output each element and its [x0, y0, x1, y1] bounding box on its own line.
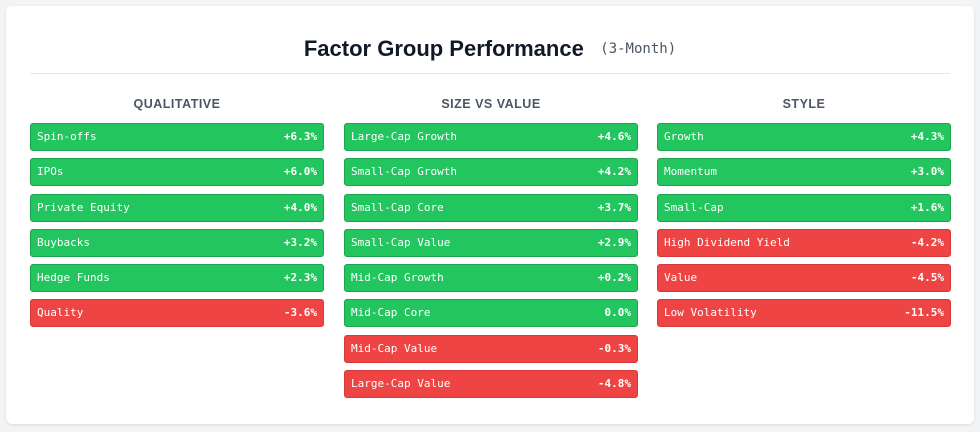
factor-label: Small-Cap Core — [351, 200, 444, 214]
factor-label: Mid-Cap Growth — [351, 271, 444, 285]
group-rows: Growth +4.3% Momentum +3.0% Small-Cap +1.6% Hi… — [657, 123, 951, 328]
group-title: STYLE — [782, 97, 826, 111]
factor-value: +3.0% — [910, 165, 944, 179]
factor-label: Small-Cap Value — [351, 235, 451, 249]
factor-value: +1.6% — [910, 200, 944, 214]
factor-value: +3.7% — [597, 200, 631, 214]
chart-subtitle: (3-Month) — [600, 41, 677, 57]
header-divider — [30, 73, 950, 74]
factor-label: Mid-Cap Value — [351, 341, 438, 355]
factor-value: +4.3% — [910, 130, 944, 143]
factor-label: Mid-Cap Core — [351, 306, 431, 320]
factor-label: Growth — [664, 130, 704, 143]
factor-label: Hedge Funds — [37, 271, 110, 285]
factor-row: Large-Cap Growth +4.6% — [344, 123, 638, 151]
group-rows: Spin-offs +6.3% IPOs +6.0% Private Equity +4.… — [30, 123, 324, 328]
factor-label: Buybacks — [37, 235, 90, 249]
factor-row: Mid-Cap Growth +0.2% — [344, 264, 638, 293]
factor-row: Small-Cap Growth +4.2% — [344, 158, 638, 187]
group-rows: Large-Cap Growth +4.6% Small-Cap Growth +4.… — [344, 123, 638, 399]
factor-value: -0.3% — [597, 341, 631, 355]
factor-row: Spin-offs +6.3% — [30, 123, 324, 151]
factor-label: Small-Cap — [664, 200, 724, 214]
factor-row: Small-Cap Value +2.9% — [344, 228, 638, 257]
factor-label: Momentum — [664, 165, 717, 179]
factor-value: +4.2% — [597, 165, 631, 179]
factor-label: Small-Cap Growth — [351, 165, 457, 179]
factor-row: Buybacks +3.2% — [30, 228, 324, 257]
factor-value: -4.2% — [910, 235, 944, 249]
chart-title: Factor Group Performance — [303, 36, 584, 61]
factor-row: Mid-Cap Value -0.3% — [344, 334, 638, 363]
factor-row: Quality -3.6% — [30, 299, 324, 328]
factor-row: Large-Cap Value -4.8% — [344, 370, 638, 399]
group-title: QUALITATIVE — [133, 97, 221, 111]
factor-value: +4.0% — [283, 200, 317, 214]
factor-label: Spin-offs — [37, 130, 97, 143]
factor-label: Low Volatility — [664, 306, 757, 320]
factor-value: -11.5% — [904, 306, 944, 320]
factor-row: Low Volatility -11.5% — [657, 299, 951, 328]
factor-label: IPOs — [37, 165, 64, 179]
factor-label: High Dividend Yield — [664, 235, 790, 249]
factor-label: Private Equity — [37, 200, 130, 214]
factor-value: +3.2% — [283, 235, 317, 249]
factor-row: Private Equity +4.0% — [30, 193, 324, 222]
factor-label: Quality — [37, 306, 84, 320]
factor-label: Large-Cap Growth — [351, 130, 457, 143]
group-title: SIZE VS VALUE — [441, 97, 541, 111]
factor-row: High Dividend Yield -4.2% — [657, 228, 951, 257]
factor-value: +2.3% — [283, 271, 317, 285]
factor-row: Value -4.5% — [657, 264, 951, 293]
factor-row: Hedge Funds +2.3% — [30, 264, 324, 293]
factor-label: Large-Cap Value — [351, 377, 451, 391]
factor-value: +4.6% — [597, 130, 631, 143]
factor-value: +0.2% — [597, 271, 631, 285]
factor-value: +6.3% — [283, 130, 317, 143]
factor-value: -3.6% — [283, 306, 317, 320]
factor-value: -4.8% — [597, 377, 631, 391]
group-column-style: STYLE Growth +4.3% Momentum +3.0% Small-Cap +… — [657, 96, 951, 335]
factor-row: Mid-Cap Core 0.0% — [344, 299, 638, 328]
factor-row: Small-Cap Core +3.7% — [344, 193, 638, 222]
factor-row: Momentum +3.0% — [657, 158, 951, 187]
factor-value: -4.5% — [910, 271, 944, 285]
factor-row: Small-Cap +1.6% — [657, 193, 951, 222]
group-column-size-vs-value: SIZE VS VALUE Large-Cap Growth +4.6% Small… — [344, 96, 638, 405]
group-column-qualitative: QUALITATIVE Spin-offs +6.3% IPOs +6.0% Priva… — [30, 96, 324, 335]
factor-label: Value — [664, 271, 698, 285]
factor-value: 0.0% — [604, 306, 632, 320]
factor-value: +2.9% — [597, 235, 631, 249]
chart-header: Factor Group Performance (3-Month) — [6, 36, 974, 62]
factor-performance-card: Factor Group Performance (3-Month) QUALI… — [6, 6, 974, 424]
factor-row: Growth +4.3% — [657, 123, 951, 151]
factor-value: +6.0% — [283, 165, 317, 179]
factor-row: IPOs +6.0% — [30, 158, 324, 187]
